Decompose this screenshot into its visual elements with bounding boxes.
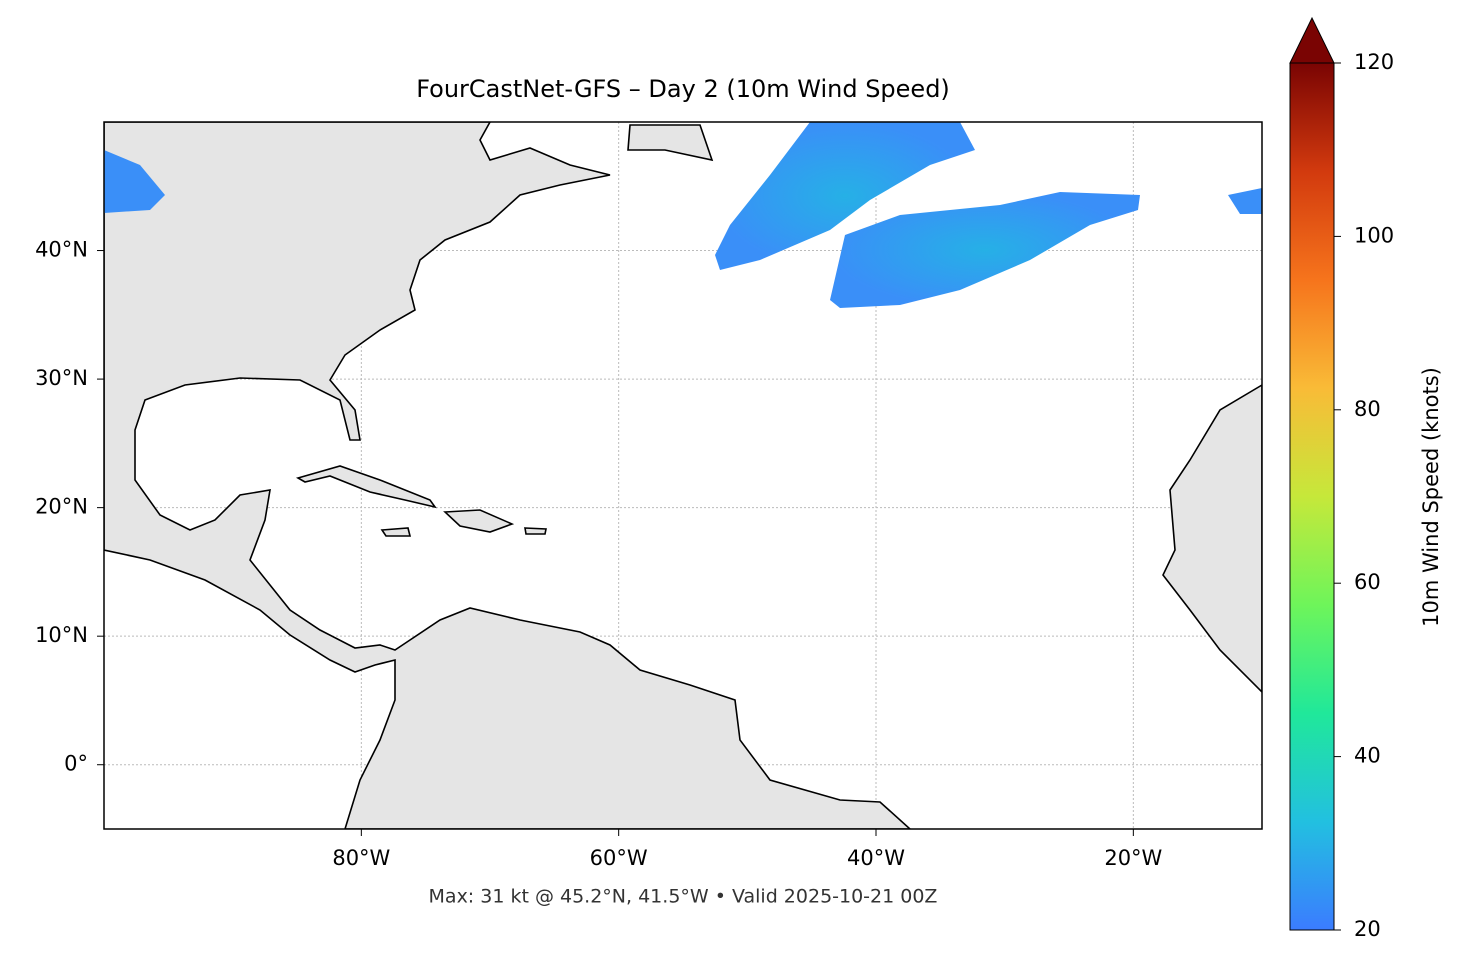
y-tick-label: 40°N: [35, 238, 88, 262]
wind-area: [1228, 188, 1262, 214]
y-tick-label: 0°: [64, 752, 88, 776]
land: [627, 124, 714, 162]
chart-title: FourCastNet-GFS – Day 2 (10m Wind Speed): [416, 75, 950, 103]
colorbar-tick-label: 100: [1354, 223, 1394, 247]
island: [380, 527, 412, 537]
footer: Max: 31 kt @ 45.2°N, 41.5°W • Valid 2025…: [429, 886, 938, 908]
map: [104, 122, 1262, 829]
land: [104, 122, 912, 829]
wind-area: [715, 122, 975, 270]
land: [1162, 384, 1262, 694]
island: [524, 527, 547, 535]
x-tick-label: 80°W: [332, 846, 390, 870]
wind-area: [104, 150, 165, 213]
x-tick-label: 60°W: [590, 846, 648, 870]
colorbar-tick-label: 120: [1354, 50, 1394, 74]
colorbar-tick-label: 20: [1354, 917, 1381, 941]
y-tick-label: 30°N: [35, 366, 88, 390]
colorbar: 20 40 60 80 100 120: [1289, 16, 1394, 941]
colorbar-extend: [1289, 16, 1335, 64]
x-tick-label: 40°W: [847, 846, 905, 870]
colorbar-tick-label: 80: [1354, 397, 1381, 421]
y-tick-label: 20°N: [35, 495, 88, 519]
colorbar-tick-label: 60: [1354, 570, 1381, 594]
x-tick-label: 20°W: [1104, 846, 1162, 870]
cuba: [295, 465, 437, 509]
colorbar-label: 10m Wind Speed (knots): [1419, 367, 1443, 627]
map-frame: [103, 121, 1263, 830]
colorbar-fill: [1289, 62, 1335, 931]
y-tick-label: 10°N: [35, 623, 88, 647]
colorbar-tick-label: 40: [1354, 744, 1381, 768]
wind-area: [830, 192, 1140, 308]
hispaniola: [443, 509, 515, 533]
